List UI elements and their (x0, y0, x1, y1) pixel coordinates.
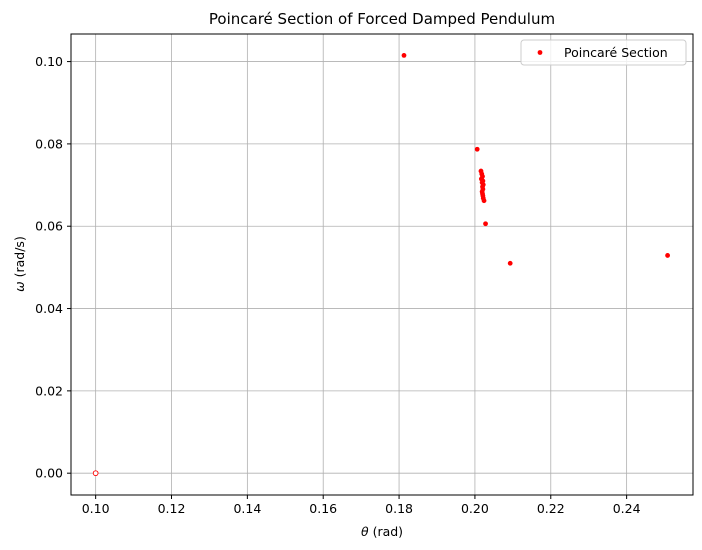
y-tick-label: 0.02 (35, 383, 63, 398)
chart-title: Poincaré Section of Forced Damped Pendul… (209, 10, 555, 28)
x-axis-label: θ (rad) (361, 524, 403, 539)
data-point (481, 198, 487, 204)
y-tick-label: 0.08 (35, 136, 63, 151)
y-tick-label: 0.06 (35, 219, 63, 234)
x-tick-label: 0.24 (613, 501, 641, 516)
x-tick-label: 0.16 (309, 501, 337, 516)
y-axis-ticks: 0.00 0.02 0.04 0.06 0.08 0.10 (35, 54, 71, 481)
x-tick-label: 0.14 (233, 501, 261, 516)
data-point (401, 53, 407, 58)
x-tick-label: 0.10 (82, 501, 110, 516)
legend-box (520, 39, 687, 66)
plot-area-frame (70, 33, 694, 496)
data-point (474, 146, 480, 152)
x-tick-label: 0.22 (537, 501, 565, 516)
x-tick-label: 0.20 (461, 501, 489, 516)
legend-marker (537, 50, 543, 55)
y-tick-label: 0.10 (35, 54, 63, 69)
y-tick-label: 0.00 (35, 466, 63, 481)
data-point (92, 470, 99, 477)
data-point (665, 253, 670, 258)
data-point (507, 260, 513, 266)
x-tick-label: 0.18 (385, 501, 413, 516)
scatter-points (92, 53, 670, 477)
legend: Poincaré Section (520, 39, 687, 66)
x-tick-label: 0.12 (158, 501, 186, 516)
y-axis-label: ω (rad/s) (12, 236, 27, 292)
data-point (483, 221, 488, 227)
y-tick-label: 0.04 (35, 301, 63, 316)
legend-label: Poincaré Section (564, 45, 668, 60)
x-axis-ticks: 0.10 0.12 0.14 0.16 0.18 0.20 0.22 0.24 (82, 495, 641, 516)
